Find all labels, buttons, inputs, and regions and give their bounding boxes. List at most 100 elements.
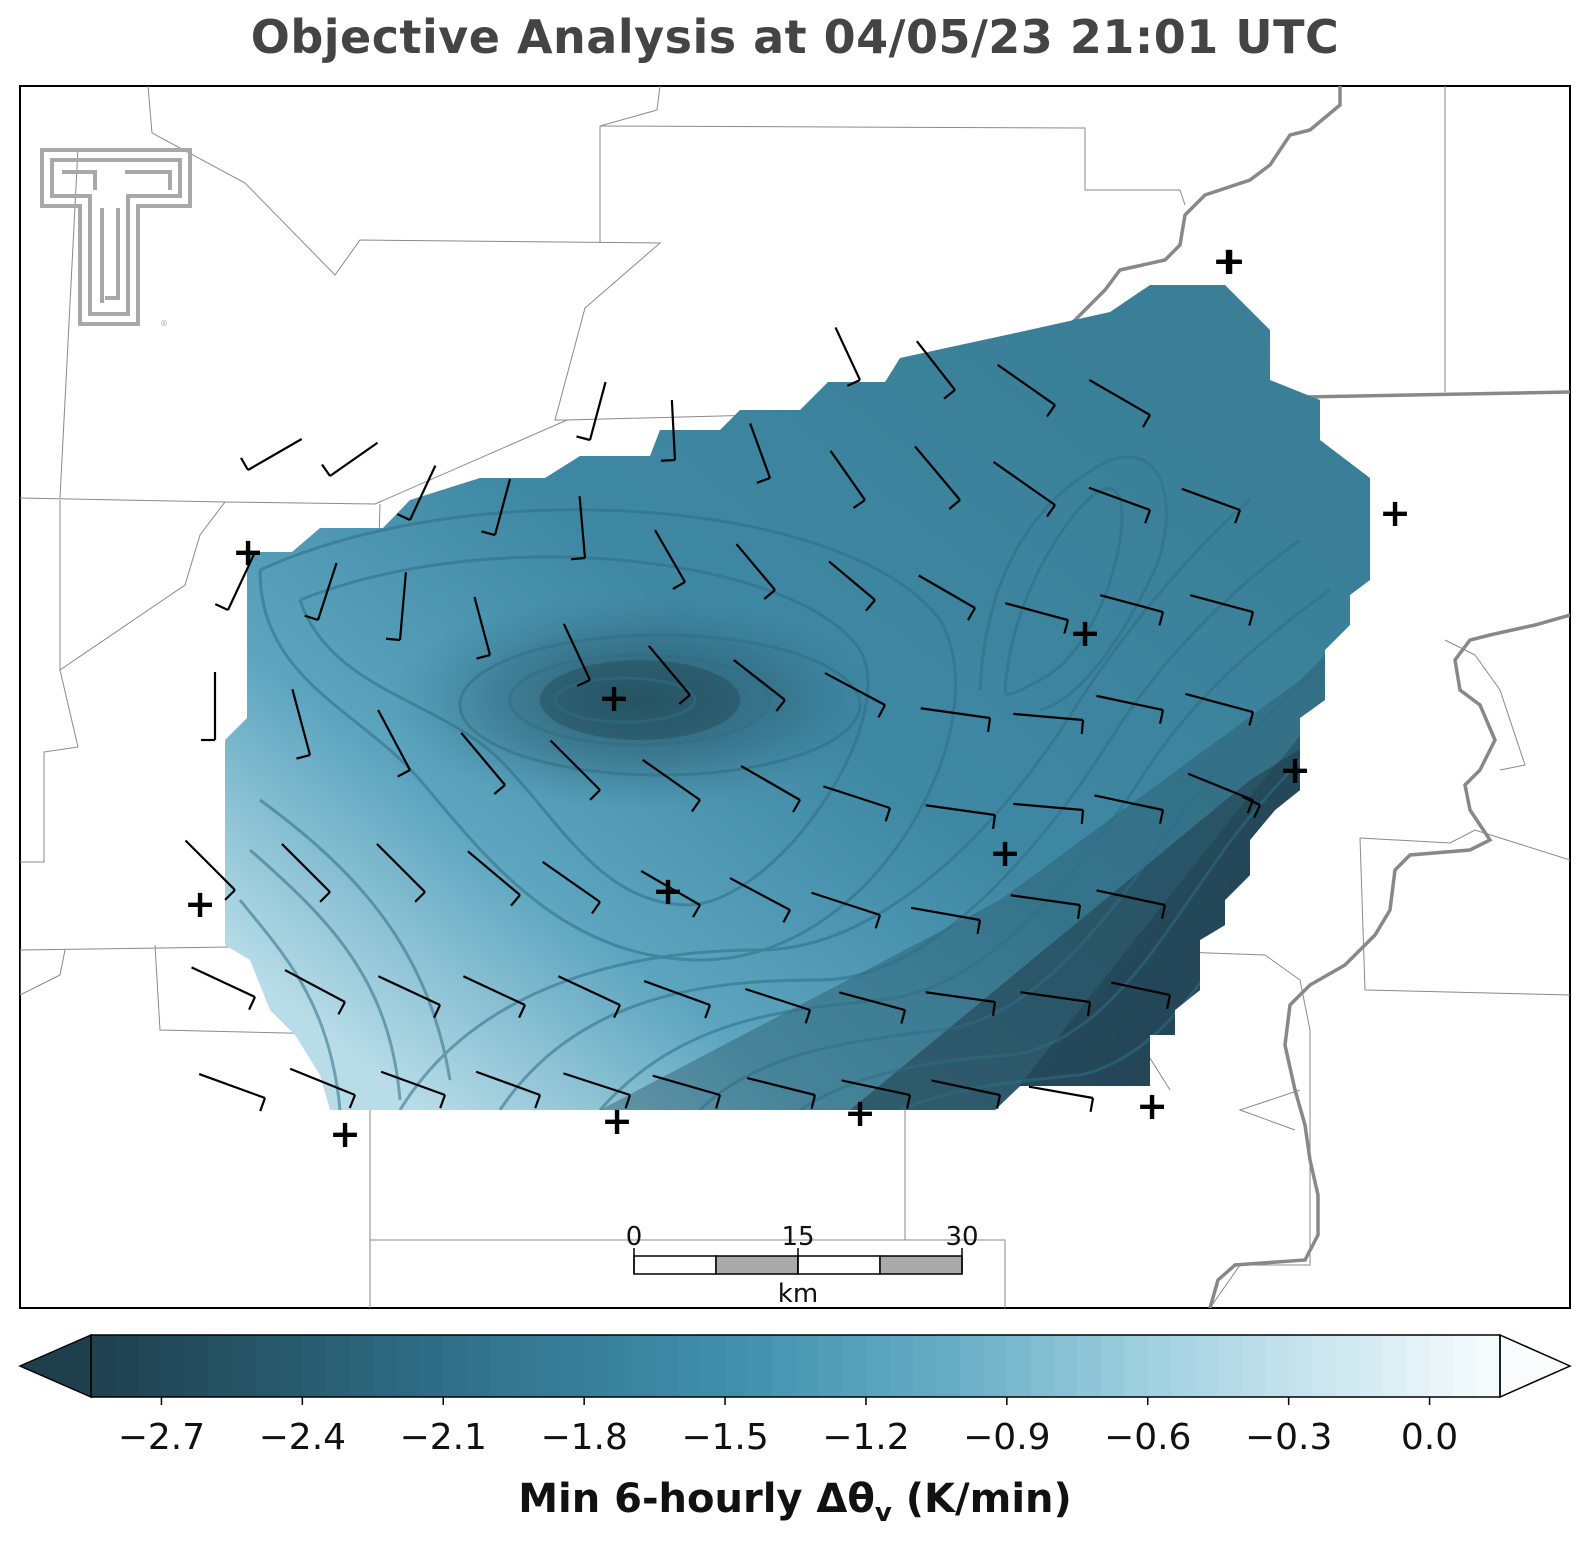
wind-barb-staff [1088, 379, 1151, 416]
wind-barb-feather [691, 799, 701, 813]
wind-barb-staff [1187, 772, 1254, 802]
colorbar-tick-label: −1.2 [822, 1417, 909, 1458]
scale-bar: 0 15 30 km [626, 1222, 979, 1309]
wind-barb-staff [562, 623, 591, 681]
station-marker: + [652, 869, 684, 913]
colorbar-cell [560, 1335, 585, 1397]
wind-barb-feather [810, 1094, 817, 1109]
wind-barb-staff [925, 991, 996, 1004]
wind-barb-feather [996, 1094, 1002, 1109]
colorbar-tick-label: 0.0 [1401, 1417, 1458, 1458]
wind-barb-feather [624, 1094, 632, 1109]
wind-barb-staff [398, 572, 408, 641]
colorbar-cell [795, 1335, 820, 1397]
map-title: Objective Analysis at 04/05/23 21:01 UTC [250, 10, 1340, 64]
wind-barb-feather [692, 904, 701, 918]
station-marker: + [598, 676, 630, 720]
colorbar-cell [936, 1335, 961, 1397]
wind-barb-staff [841, 1079, 911, 1097]
colorbar-cell [255, 1335, 280, 1397]
wind-barb-feather [1142, 414, 1151, 428]
wind-barb-feather [1089, 1097, 1095, 1112]
wind-barb-staff [735, 543, 776, 591]
colorbar-tick-label: −1.8 [540, 1417, 627, 1458]
wind-barb-feather [660, 458, 676, 462]
colorbar-cell [1265, 1335, 1290, 1397]
station-marker: + [329, 1112, 361, 1156]
colorbar-tick-label: −2.4 [259, 1417, 346, 1458]
wind-barb-staff [542, 860, 601, 903]
wind-barb-staff [191, 966, 256, 998]
colorbar-tick-label: −0.9 [963, 1417, 1050, 1458]
wind-barb-feather [570, 556, 586, 561]
wind-barb-feather [414, 891, 426, 903]
colorbar-cell [1124, 1335, 1149, 1397]
wind-barb-feather [1248, 611, 1255, 626]
colorbar-cell [748, 1335, 773, 1397]
wind-barb-staff [920, 707, 991, 720]
station-marker: + [1214, 239, 1246, 283]
wind-barb-feather [385, 637, 401, 642]
wind-barb-feather [589, 789, 601, 801]
colorbar-cell [349, 1335, 374, 1397]
colorbar-cell [1100, 1335, 1125, 1397]
wind-barb-feather [510, 894, 521, 907]
wind-barb-staff [557, 975, 621, 1006]
wind-barb-staff [284, 969, 346, 1003]
wind-barb-staff [1004, 602, 1069, 622]
colorbar-cell [513, 1335, 538, 1397]
wind-barb-staff [729, 877, 791, 911]
wind-barb-staff [291, 689, 312, 756]
colorbar-cell [537, 1335, 562, 1397]
colorbar-tick-label: −0.3 [1245, 1417, 1332, 1458]
wind-barb-feather [348, 1094, 357, 1109]
colorbar-cell [678, 1335, 703, 1397]
colorbar-cell [466, 1335, 491, 1397]
wind-barb-staff [377, 975, 441, 1006]
wind-barb-feather [439, 1094, 447, 1109]
scale-tick-0: 0 [626, 1222, 643, 1252]
wind-barb-staff [549, 739, 601, 791]
svg-text:®: ® [160, 319, 168, 328]
colorbar-tick-label: −2.1 [400, 1417, 487, 1458]
wind-barb-feather [804, 1009, 812, 1024]
wind-barb-staff [931, 1079, 1001, 1097]
wind-barb-staff [467, 850, 521, 896]
wind-barb-feather [976, 919, 982, 934]
station-marker: + [601, 1099, 633, 1143]
wind-barb-staff [740, 765, 801, 801]
wind-barb-staff [811, 891, 881, 917]
colorbar-cell [818, 1335, 844, 1397]
wind-barb-staff [824, 672, 886, 706]
wind-barb-feather [576, 679, 591, 687]
wind-barb-feather [240, 457, 249, 471]
wind-barb-feather [678, 694, 691, 705]
wind-barb-feather [397, 769, 411, 778]
colorbar-cell [490, 1335, 515, 1397]
wind-barb-staff [1189, 594, 1254, 614]
colorbar-tick-label: −1.5 [681, 1417, 768, 1458]
wind-barb-staff [473, 596, 492, 656]
colorbar-cell [1476, 1335, 1501, 1397]
wind-barb-staff [1099, 594, 1164, 614]
wind-barb-staff [247, 438, 303, 471]
colorbar: −2.7 −2.4 −2.1 −1.8 −1.5 −1.2 −0.9 −0.6 −0.3 0.0 [18, 1333, 1572, 1458]
colorbar-cell [114, 1335, 139, 1397]
colorbar-cell [161, 1335, 186, 1397]
colorbar-cell [865, 1335, 891, 1397]
colorbar-label: Min 6-hourly Δθv (K/min) [0, 1476, 1590, 1528]
colorbar-cell [1359, 1335, 1384, 1397]
wind-barb-feather [1076, 904, 1082, 920]
wind-barb-staff [823, 785, 891, 810]
station-marker: + [1379, 491, 1411, 535]
wind-barb-feather [576, 435, 591, 442]
colorbar-cell [584, 1335, 609, 1397]
wind-barb-feather [986, 717, 992, 733]
wind-barb-feather [1159, 709, 1165, 724]
wind-barb-staff [376, 843, 426, 893]
wind-barb-staff [588, 381, 607, 441]
wind-barb-feather [321, 463, 331, 477]
wind-barb-staff [409, 465, 437, 521]
wind-barb-staff [1094, 794, 1164, 812]
colorbar-cell [1006, 1335, 1031, 1397]
